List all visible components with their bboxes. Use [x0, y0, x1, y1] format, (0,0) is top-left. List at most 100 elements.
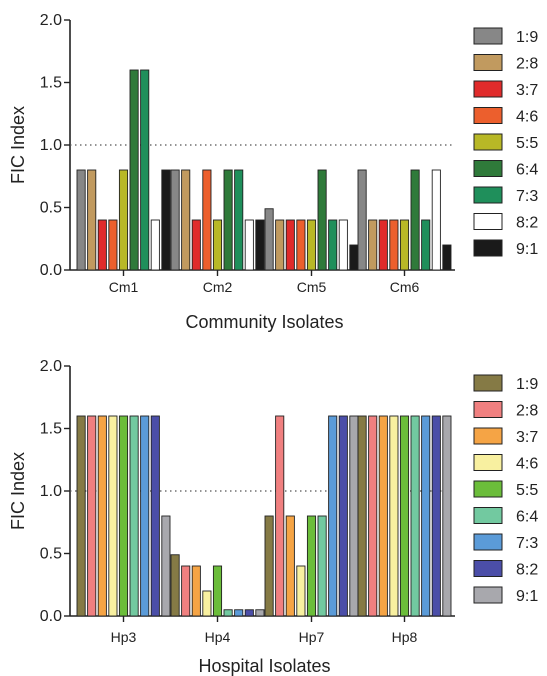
category-label: Hp7 — [299, 629, 325, 645]
legend-swatch — [473, 107, 503, 124]
legend-swatch — [473, 480, 503, 498]
bar — [285, 219, 295, 271]
y-tick-label: 2.0 — [40, 12, 62, 29]
y-tick-label: 0.0 — [40, 262, 62, 279]
category-label: Hp4 — [205, 629, 231, 645]
bar — [328, 415, 338, 617]
category-label: Cm2 — [203, 279, 233, 295]
bar — [306, 219, 317, 271]
bar — [76, 415, 86, 617]
legend-swatch — [473, 427, 503, 445]
bar — [421, 219, 431, 271]
bar — [129, 415, 139, 617]
legend-swatch — [473, 80, 503, 98]
bar — [349, 244, 359, 271]
category-label: Cm1 — [109, 279, 139, 295]
bar — [442, 415, 452, 617]
legend-label: 8:2 — [516, 562, 538, 579]
bar — [97, 415, 107, 617]
bar — [212, 219, 223, 271]
bar — [389, 415, 399, 617]
bar — [378, 219, 388, 271]
bar — [161, 515, 171, 617]
legend-label: 8:2 — [516, 215, 538, 232]
bar — [431, 415, 441, 617]
legend-swatch — [473, 133, 503, 151]
y-tick-label: 2.0 — [40, 358, 62, 375]
y-tick-label: 0.5 — [40, 200, 62, 217]
legend-label: 1:9 — [516, 29, 538, 46]
bar — [191, 219, 201, 271]
y-tick-label: 0.5 — [40, 546, 62, 563]
bar — [129, 69, 139, 271]
bar — [338, 415, 348, 617]
legend-label: 9:1 — [516, 241, 538, 258]
y-axis-title: FIC Index — [8, 106, 28, 184]
bar — [306, 515, 317, 617]
bar — [421, 415, 431, 617]
bar — [97, 219, 107, 271]
legend-swatch — [473, 213, 503, 230]
category-label: Hp8 — [392, 629, 418, 645]
bar — [118, 415, 129, 617]
bar — [399, 219, 410, 271]
bar — [108, 219, 118, 271]
y-tick-label: 1.5 — [40, 421, 62, 438]
bar — [255, 219, 265, 271]
bar — [264, 208, 274, 271]
bar — [357, 415, 367, 617]
legend-label: 6:4 — [516, 162, 538, 179]
bar — [181, 169, 191, 271]
legend-swatch — [473, 239, 503, 257]
bar — [87, 415, 97, 617]
bar — [328, 219, 338, 271]
bar — [255, 609, 265, 617]
legend-swatch — [473, 454, 503, 471]
legend-label: 5:5 — [516, 482, 538, 499]
category-label: Cm5 — [297, 279, 327, 295]
bar — [202, 169, 212, 271]
legend-label: 9:1 — [516, 588, 538, 605]
y-tick-label: 1.0 — [40, 137, 62, 154]
bar — [275, 415, 285, 617]
legend-swatch — [473, 54, 503, 71]
bar — [234, 609, 244, 617]
legend-label: 5:5 — [516, 135, 538, 152]
legend-swatch — [473, 186, 503, 204]
bar — [442, 244, 452, 271]
legend-label: 7:3 — [516, 535, 538, 552]
legend-swatch — [473, 507, 503, 524]
bar — [223, 609, 233, 617]
bar — [317, 515, 327, 617]
legend-label: 2:8 — [516, 403, 538, 420]
legend-swatch — [473, 533, 503, 551]
y-tick-label: 1.5 — [40, 75, 62, 92]
bar — [338, 219, 348, 271]
bar — [296, 219, 306, 271]
bar — [244, 219, 254, 271]
bar — [389, 219, 399, 271]
legend-swatch — [473, 27, 503, 45]
bar — [118, 169, 129, 271]
bar — [317, 169, 327, 271]
x-axis-title: Community Isolates — [185, 312, 343, 332]
bar — [202, 590, 212, 617]
bar — [410, 169, 420, 271]
y-axis-title: FIC Index — [8, 452, 28, 530]
bar — [264, 515, 274, 617]
bar — [431, 169, 441, 271]
legend-label: 3:7 — [516, 429, 538, 446]
category-label: Hp3 — [111, 629, 137, 645]
legend-swatch — [473, 586, 503, 604]
legend-label: 3:7 — [516, 82, 538, 99]
bar — [296, 565, 306, 617]
legend-swatch — [473, 160, 503, 177]
bar — [285, 515, 295, 617]
legend-label: 6:4 — [516, 509, 538, 526]
bar — [191, 565, 201, 617]
legend-label: 4:6 — [516, 109, 538, 126]
bar — [212, 565, 223, 617]
bar — [181, 565, 191, 617]
legend-swatch — [473, 560, 503, 577]
